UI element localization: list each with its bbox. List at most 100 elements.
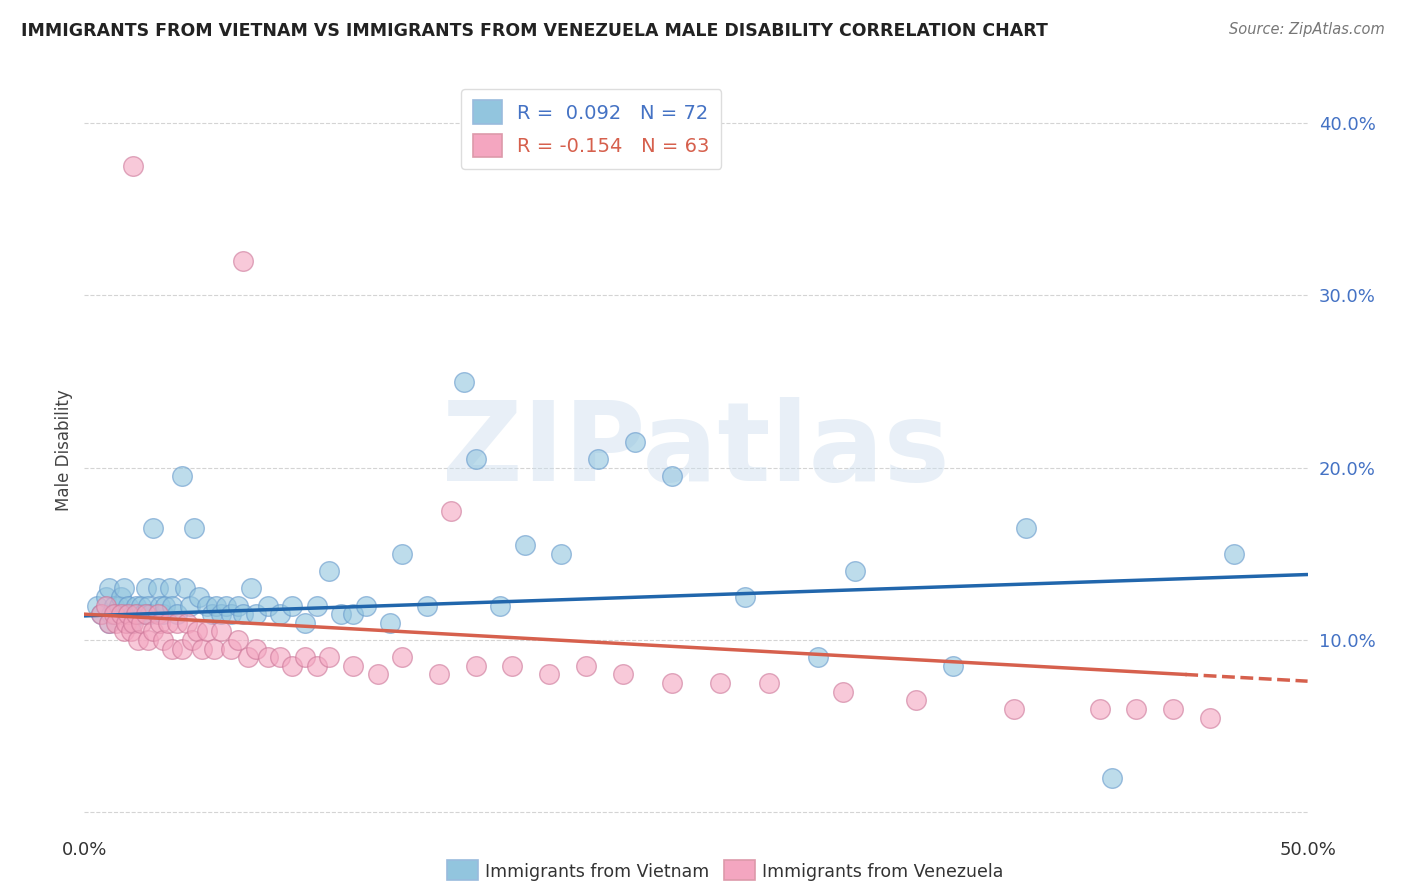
Point xyxy=(318,564,340,578)
Point xyxy=(427,667,450,681)
Point xyxy=(122,615,145,630)
Point xyxy=(844,564,866,578)
Point xyxy=(122,607,145,622)
Point xyxy=(942,658,965,673)
Point xyxy=(146,607,169,622)
Point xyxy=(1101,771,1123,785)
Point xyxy=(162,641,184,656)
Point xyxy=(245,607,267,622)
Point xyxy=(183,521,205,535)
Point xyxy=(380,615,402,630)
Point xyxy=(416,599,439,613)
Point xyxy=(575,658,598,673)
Point xyxy=(152,633,174,648)
Point xyxy=(146,582,169,596)
Point xyxy=(103,607,125,622)
Legend: R =  0.092   N = 72, R = -0.154   N = 63: R = 0.092 N = 72, R = -0.154 N = 63 xyxy=(461,88,721,169)
Point xyxy=(152,607,174,622)
Point xyxy=(105,607,128,622)
Point xyxy=(179,599,201,613)
Point xyxy=(115,607,138,622)
Point xyxy=(709,676,731,690)
Point xyxy=(97,582,120,596)
Point xyxy=(117,599,139,613)
Point xyxy=(142,521,165,535)
Point xyxy=(136,599,159,613)
Point xyxy=(209,607,232,622)
Point xyxy=(115,615,138,630)
Point xyxy=(586,452,609,467)
Point xyxy=(1125,702,1147,716)
Point xyxy=(257,650,280,665)
Point xyxy=(172,641,194,656)
Point xyxy=(205,599,228,613)
Point xyxy=(172,469,194,483)
Point xyxy=(110,590,132,604)
Point xyxy=(122,159,145,173)
Point xyxy=(228,599,250,613)
Point xyxy=(228,633,250,648)
Point xyxy=(391,547,413,561)
Point xyxy=(305,658,328,673)
Point xyxy=(538,667,561,681)
Point xyxy=(166,615,188,630)
Point xyxy=(219,641,242,656)
Point xyxy=(238,650,260,665)
Point xyxy=(97,615,120,630)
Point xyxy=(1015,521,1038,535)
Point xyxy=(107,599,129,613)
Point xyxy=(209,624,232,639)
Point xyxy=(139,607,162,622)
Point xyxy=(489,599,512,613)
Point xyxy=(162,599,184,613)
Text: IMMIGRANTS FROM VIETNAM VS IMMIGRANTS FROM VENEZUELA MALE DISABILITY CORRELATION: IMMIGRANTS FROM VIETNAM VS IMMIGRANTS FR… xyxy=(21,22,1047,40)
Point xyxy=(86,599,108,613)
Point xyxy=(166,607,188,622)
Point xyxy=(90,607,112,622)
Point xyxy=(354,599,377,613)
Point xyxy=(100,607,122,622)
Point xyxy=(453,375,475,389)
Point xyxy=(1161,702,1184,716)
Point xyxy=(440,504,463,518)
Point xyxy=(136,633,159,648)
Point xyxy=(305,599,328,613)
Point xyxy=(550,547,572,561)
Point xyxy=(294,615,316,630)
Point xyxy=(239,582,262,596)
Point xyxy=(1002,702,1025,716)
Point xyxy=(125,607,148,622)
Point xyxy=(391,650,413,665)
Point xyxy=(734,590,756,604)
Point xyxy=(367,667,389,681)
Point xyxy=(464,658,486,673)
Point xyxy=(269,650,291,665)
Point xyxy=(120,615,142,630)
Point xyxy=(105,615,128,630)
Point xyxy=(132,607,155,622)
Point xyxy=(96,590,118,604)
Point xyxy=(186,624,208,639)
Point xyxy=(661,676,683,690)
Point xyxy=(195,624,218,639)
Point xyxy=(156,615,179,630)
Point xyxy=(188,590,211,604)
Point xyxy=(464,452,486,467)
Point xyxy=(257,599,280,613)
Text: ZIPatlas: ZIPatlas xyxy=(441,397,950,504)
Text: Source: ZipAtlas.com: Source: ZipAtlas.com xyxy=(1229,22,1385,37)
Point xyxy=(149,615,172,630)
Point xyxy=(127,633,149,648)
Point xyxy=(612,667,634,681)
Point xyxy=(202,641,225,656)
Point xyxy=(831,684,853,698)
Point xyxy=(219,607,242,622)
Point xyxy=(342,658,364,673)
Point xyxy=(281,599,304,613)
Text: Immigrants from Venezuela: Immigrants from Venezuela xyxy=(762,863,1004,881)
Point xyxy=(103,599,125,613)
Point xyxy=(624,434,647,449)
Point xyxy=(159,582,181,596)
Point xyxy=(195,599,218,613)
Point xyxy=(269,607,291,622)
